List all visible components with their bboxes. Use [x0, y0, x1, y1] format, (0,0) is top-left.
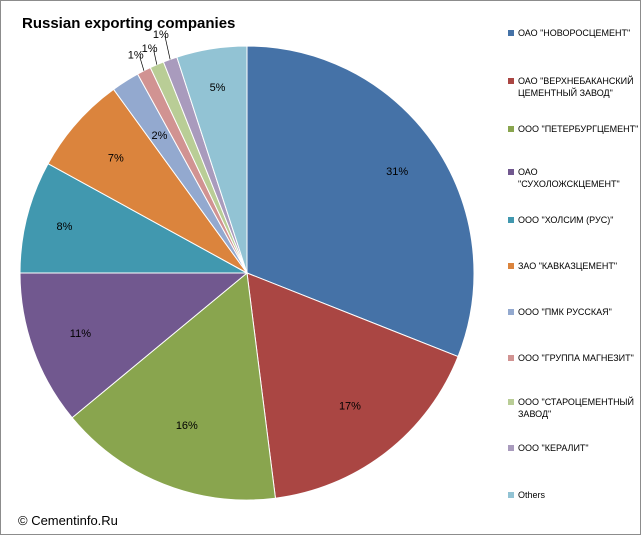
legend-label: ОАО "СУХОЛОЖСКЦЕМЕНТ": [518, 167, 620, 189]
legend-swatch: [508, 126, 514, 132]
pie-chart: 31%17%16%11%8%7%2%1%1%1%5%: [19, 29, 475, 501]
legend-swatch: [508, 399, 514, 405]
legend-swatch: [508, 263, 514, 269]
legend-label: ОАО "НОВОРОСЦЕМЕНТ": [518, 28, 631, 38]
legend-label: ЗАО "КАВКАЗЦЕМЕНТ": [518, 261, 618, 271]
slice-data-label: 5%: [210, 82, 226, 94]
legend-label: ООО "СТАРОЦЕМЕНТНЫЙ ЗАВОД": [518, 397, 634, 419]
slice-data-label: 16%: [176, 420, 198, 432]
pie-slice: [176, 45, 248, 274]
pie-slice: [246, 45, 475, 358]
legend-swatch: [508, 355, 514, 361]
slice-leader-line: [164, 35, 171, 60]
pie-slice: [19, 272, 249, 419]
pie-slice: [246, 272, 459, 499]
slice-data-label: 17%: [339, 401, 361, 413]
slice-leader-line: [139, 56, 145, 71]
legend-label: ООО "ПЕТЕРБУРГЦЕМЕНТ": [518, 124, 639, 134]
slice-data-label: 1%: [128, 50, 144, 62]
legend-swatch: [508, 445, 514, 451]
pie-slice: [19, 162, 248, 274]
slice-data-label: 8%: [57, 221, 73, 233]
pie-slice: [71, 272, 277, 501]
legend-swatch: [508, 78, 514, 84]
legend-swatch: [508, 492, 514, 498]
legend-label: ООО "ПМК РУССКАЯ": [518, 307, 612, 317]
slice-data-label: 11%: [70, 328, 91, 340]
legend-label: ООО "ГРУППА МАГНЕЗИТ": [518, 353, 634, 363]
slice-data-label: 1%: [142, 43, 158, 55]
legend-label: ООО "ХОЛСИМ (РУС)": [518, 215, 614, 225]
legend-swatch: [508, 169, 514, 175]
legend-swatch: [508, 30, 514, 36]
legend-label: ООО "КЕРАЛИТ": [518, 443, 589, 453]
chart-title: Russian exporting companies: [22, 15, 236, 32]
slice-data-label: 1%: [153, 29, 169, 41]
legend-label: ОАО "ВЕРХНЕБАКАНСКИЙ ЦЕМЕНТНЫЙ ЗАВОД": [518, 76, 634, 98]
copyright-text: © Cementinfo.Ru: [18, 513, 118, 528]
slice-data-label: 2%: [151, 130, 167, 142]
legend: ОАО "НОВОРОСЦЕМЕНТ" ОАО "ВЕРХНЕБАКАНСКИЙ …: [507, 1, 639, 534]
legend-swatch: [508, 217, 514, 223]
legend-label: Others: [518, 490, 546, 500]
slice-data-label: 7%: [108, 152, 124, 164]
legend-swatch: [508, 309, 514, 315]
slice-data-label: 31%: [386, 166, 408, 178]
slice-leader-line: [153, 49, 158, 65]
